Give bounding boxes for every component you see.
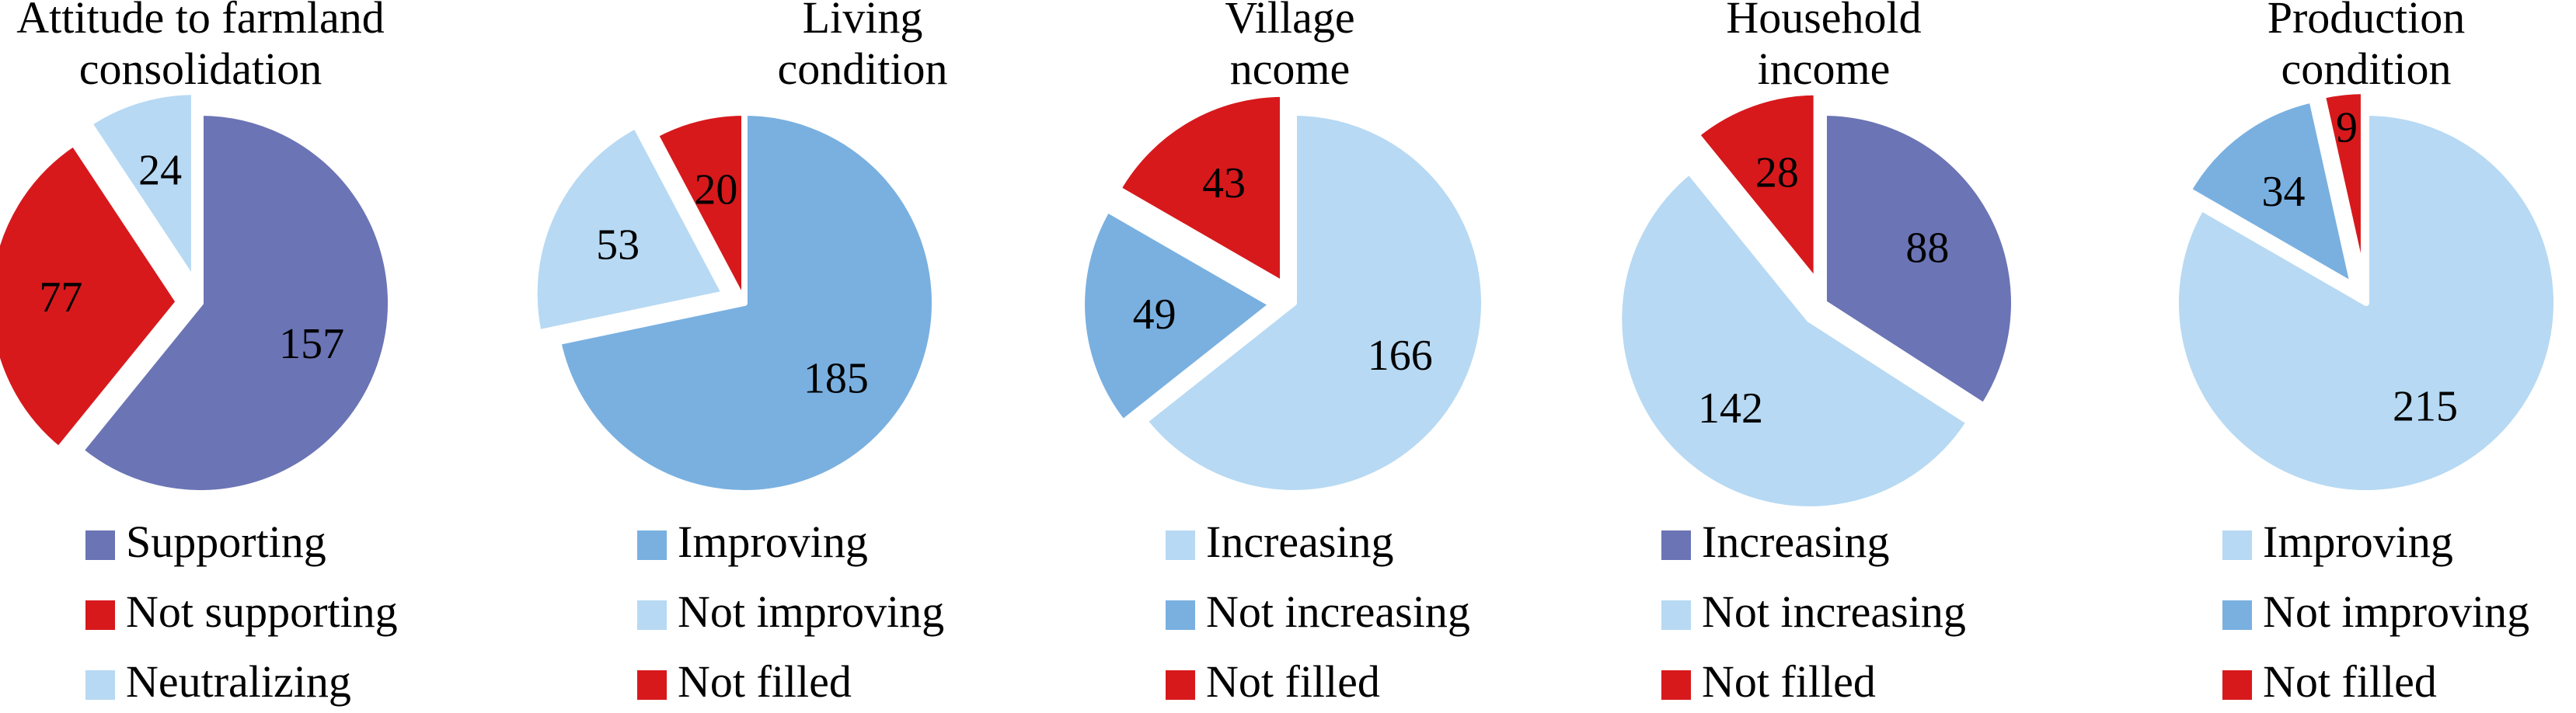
legend-swatch-not-filled <box>637 670 667 700</box>
legend-label: Increasing <box>1206 516 1394 567</box>
legend-swatch-not-improving <box>2222 600 2252 630</box>
legend-label: Not filled <box>1206 656 1380 707</box>
pie-slice-improving <box>2173 110 2560 496</box>
chart-title-line: condition <box>2281 43 2451 94</box>
pie-slice-not-filled <box>1114 90 1286 287</box>
legend-label: Not filled <box>1702 656 1876 707</box>
legend-swatch-not-improving <box>637 600 667 630</box>
slice-value-label: 88 <box>1905 224 1949 272</box>
chart-title-line: Attitude to farmland <box>16 0 385 43</box>
legend-label: Not improving <box>2263 586 2529 637</box>
chart-title-line: Household <box>1726 0 1921 43</box>
legend-swatch-supporting <box>85 530 115 560</box>
legend-label: Not improving <box>678 586 944 637</box>
legend-label: Not supporting <box>126 586 398 637</box>
legend-label: Improving <box>678 516 868 567</box>
legend-label: Improving <box>2263 516 2453 567</box>
legend-label: Not filled <box>678 656 852 707</box>
slice-value-label: 157 <box>279 320 344 368</box>
slice-value-label: 166 <box>1368 332 1433 380</box>
legend-swatch-not-filled <box>1661 670 1691 700</box>
legend-swatch-not-filled <box>1166 670 1195 700</box>
legend-swatch-increasing <box>1661 530 1691 560</box>
legend-label: Neutralizing <box>126 656 351 707</box>
slice-value-label: 28 <box>1755 148 1799 197</box>
chart-title-line: Village <box>1225 0 1354 43</box>
chart-title-line: income <box>1758 43 1891 94</box>
pie-slice-increasing <box>1141 110 1487 496</box>
legend-label: Not filled <box>2263 656 2437 707</box>
pie-slice-not-increasing <box>1616 168 1973 513</box>
legend-swatch-not-supporting <box>85 600 115 630</box>
legend-swatch-improving <box>2222 530 2252 560</box>
legend-swatch-neutralizing <box>85 670 115 700</box>
slice-value-label: 77 <box>39 273 82 322</box>
legend-swatch-increasing <box>1166 530 1195 560</box>
chart-title-line: condition <box>777 43 947 94</box>
legend-swatch-not-increasing <box>1166 600 1195 630</box>
legend-label: Not increasing <box>1206 586 1470 637</box>
chart-title-line: consolidation <box>79 43 322 94</box>
pie-slice-not-supporting <box>0 140 183 453</box>
slice-value-label: 53 <box>596 221 640 270</box>
slice-value-label: 49 <box>1133 290 1176 339</box>
legend-label: Increasing <box>1702 516 1890 567</box>
pie-slice-not-filled <box>652 110 748 306</box>
pie-slice-not-filled <box>2319 88 2367 285</box>
chart-title-line: Production <box>2268 0 2466 43</box>
slice-value-label: 185 <box>803 355 869 403</box>
pie-slice-not-improving <box>2185 96 2357 289</box>
pie-slice-supporting <box>77 110 394 496</box>
slice-value-label: 20 <box>694 166 737 214</box>
pie-slice-not-filled <box>1693 89 1820 286</box>
slice-value-label: 215 <box>2393 383 2458 431</box>
slice-value-label: 24 <box>138 147 182 195</box>
slice-value-label: 142 <box>1698 384 1763 433</box>
legend-label: Not increasing <box>1702 586 1966 637</box>
chart-title-line: ncome <box>1230 43 1351 94</box>
slice-value-label: 43 <box>1202 159 1246 207</box>
slice-value-label: 34 <box>2262 168 2306 216</box>
legend-label: Supporting <box>126 516 326 567</box>
legend-swatch-not-increasing <box>1661 600 1691 630</box>
pie-slice-neutralizing <box>85 89 197 286</box>
legend-swatch-not-filled <box>2222 670 2252 700</box>
pie-slice-increasing <box>1821 110 2017 409</box>
pie-slice-not-improving <box>531 122 728 336</box>
chart-title-line: Living <box>803 0 923 43</box>
pie-slice-not-increasing <box>1079 206 1276 426</box>
slice-value-label: 9 <box>2336 103 2358 151</box>
legend-swatch-improving <box>637 530 667 560</box>
